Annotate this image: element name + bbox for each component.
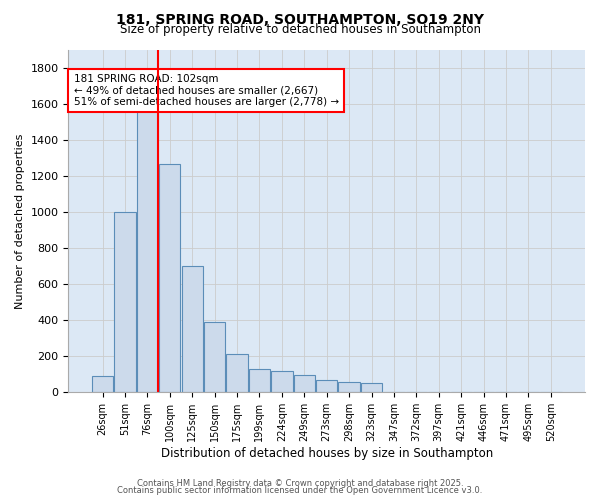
Bar <box>249 369 270 392</box>
Bar <box>293 375 315 392</box>
Bar <box>204 322 225 392</box>
Bar <box>226 354 248 393</box>
Bar <box>182 266 203 392</box>
Text: 181, SPRING ROAD, SOUTHAMPTON, SO19 2NY: 181, SPRING ROAD, SOUTHAMPTON, SO19 2NY <box>116 12 484 26</box>
Bar <box>271 370 293 392</box>
Text: Contains public sector information licensed under the Open Government Licence v3: Contains public sector information licen… <box>118 486 482 495</box>
Bar <box>115 212 136 392</box>
Bar <box>338 382 360 392</box>
Bar <box>316 380 337 392</box>
Bar <box>92 376 113 392</box>
X-axis label: Distribution of detached houses by size in Southampton: Distribution of detached houses by size … <box>161 447 493 460</box>
Bar <box>137 86 158 392</box>
Text: Contains HM Land Registry data © Crown copyright and database right 2025.: Contains HM Land Registry data © Crown c… <box>137 478 463 488</box>
Text: 181 SPRING ROAD: 102sqm
← 49% of detached houses are smaller (2,667)
51% of semi: 181 SPRING ROAD: 102sqm ← 49% of detache… <box>74 74 338 107</box>
Bar <box>159 164 181 392</box>
Y-axis label: Number of detached properties: Number of detached properties <box>15 134 25 309</box>
Bar <box>361 384 382 392</box>
Text: Size of property relative to detached houses in Southampton: Size of property relative to detached ho… <box>119 22 481 36</box>
